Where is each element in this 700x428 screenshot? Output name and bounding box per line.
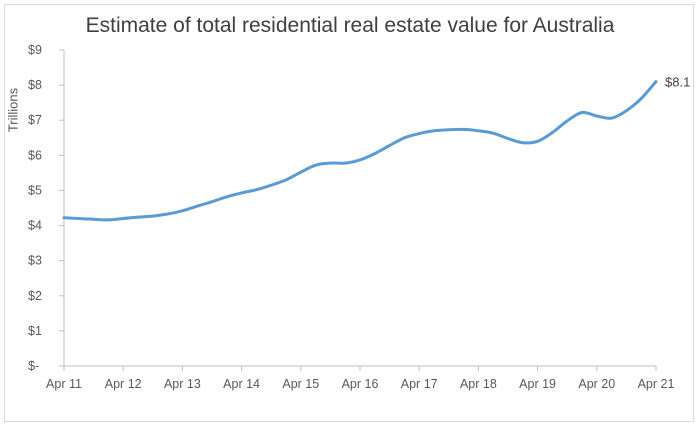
- end-data-label: $8.1: [665, 75, 690, 90]
- x-tick-label: Apr 12: [105, 377, 142, 391]
- y-tick-label: $3: [28, 254, 42, 268]
- y-tick-label: $2: [28, 289, 42, 303]
- x-tick-label: Apr 20: [578, 377, 615, 391]
- x-tick-label: Apr 18: [460, 377, 497, 391]
- x-tick-label: Apr 21: [638, 377, 675, 391]
- x-tick-label: Apr 16: [342, 377, 379, 391]
- y-tick-label: $9: [28, 43, 42, 57]
- y-tick-label: $6: [28, 148, 42, 162]
- x-tick-label: Apr 15: [282, 377, 319, 391]
- y-tick-label: $7: [28, 113, 42, 127]
- x-tick-label: Apr 14: [223, 377, 260, 391]
- y-tick-label: $-: [28, 359, 39, 373]
- series-line: [62, 80, 658, 222]
- x-tick-label: Apr 11: [46, 377, 82, 391]
- chart-title: Estimate of total residential real estat…: [85, 14, 615, 37]
- chart-frame: [4, 4, 694, 422]
- x-tick-label: Apr 17: [401, 377, 438, 391]
- x-tick-label: Apr 13: [164, 377, 201, 391]
- y-tick-label: $5: [28, 183, 42, 197]
- y-tick-label: $1: [28, 324, 42, 338]
- y-tick-label: $4: [28, 219, 42, 233]
- x-tick-label: Apr 19: [519, 377, 556, 391]
- y-tick-label: $8: [28, 78, 42, 92]
